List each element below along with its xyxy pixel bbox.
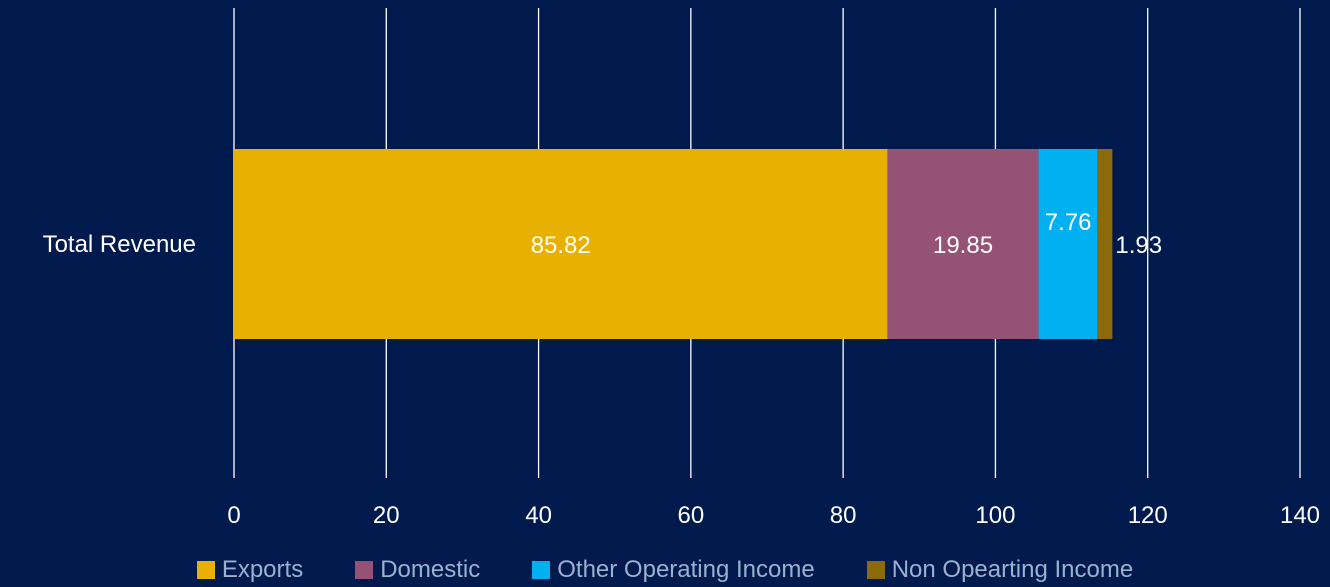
x-tick-label: 40 [525, 502, 552, 529]
data-label: 85.82 [531, 232, 591, 259]
legend-label: Non Opearting Income [891, 556, 1134, 583]
legend: Exports Domestic Other Operating Income Non… [0, 553, 1330, 587]
legend-swatch [355, 561, 374, 579]
bar-segment [887, 149, 1039, 339]
legend-swatch [532, 561, 551, 579]
x-tick-label: 140 [1280, 502, 1320, 529]
legend-item: Domestic [355, 556, 480, 584]
legend-swatch [196, 561, 215, 579]
legend-label: Domestic [380, 556, 481, 583]
x-tick-label: 60 [678, 502, 705, 529]
legend-item: Non Opearting Income [866, 556, 1134, 584]
legend-label: Exports [221, 556, 304, 583]
legend-swatch [866, 561, 885, 579]
bar-segment [1097, 149, 1113, 339]
data-label: 7.76 [1045, 209, 1092, 236]
bar-segment [234, 149, 888, 339]
legend-label: Other Operating Income [557, 556, 815, 583]
x-tick-label: 0 [227, 502, 240, 529]
x-tick-label: 80 [830, 502, 857, 529]
x-tick-label: 120 [1128, 502, 1168, 529]
legend-item: Other Operating Income [532, 556, 815, 584]
data-label: 19.85 [933, 232, 993, 259]
legend-item: Exports [196, 556, 304, 584]
data-label: 1.93 [1115, 232, 1162, 259]
x-tick-label: 20 [373, 502, 400, 529]
category-label: Total Revenue [43, 231, 196, 258]
x-tick-label: 100 [975, 502, 1015, 529]
bar-segment [1038, 149, 1098, 339]
